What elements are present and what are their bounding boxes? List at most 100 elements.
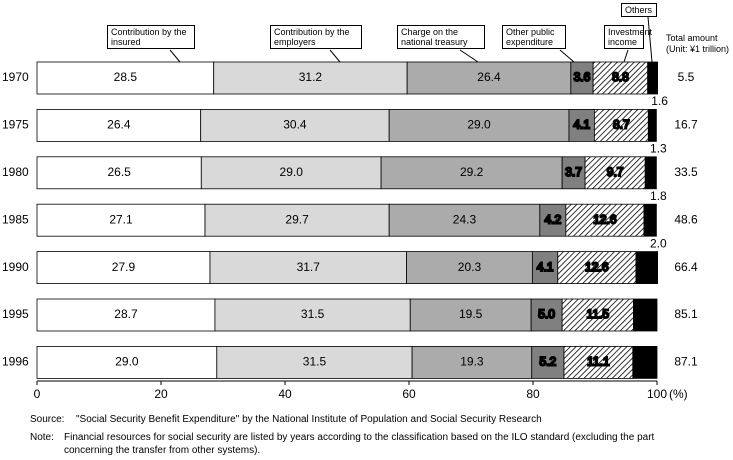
total-label: 16.7 <box>674 118 698 132</box>
value-label: 19.3 <box>460 355 484 369</box>
bar-segment <box>531 251 559 285</box>
bar-segment <box>200 109 390 142</box>
bar-segment <box>568 109 595 142</box>
bar-segment <box>36 61 215 95</box>
note: Financial resources for social security … <box>64 432 655 456</box>
legend-leader <box>647 16 653 63</box>
source-label: Source: <box>30 414 65 425</box>
x-tick-label: 100 <box>647 387 667 401</box>
y-tick-label: 1990 <box>2 260 29 274</box>
legend-leader <box>459 49 479 63</box>
value-label: 3.8 <box>637 307 654 321</box>
value-label: 3.9 <box>637 355 654 369</box>
bar-segment <box>635 251 659 285</box>
value-label: 4.1 <box>537 260 554 274</box>
value-label: 27.1 <box>109 212 133 226</box>
bar-segment <box>643 203 657 237</box>
bar-segment <box>213 61 408 95</box>
value-label: 12.6 <box>593 212 617 226</box>
value-label: 4.2 <box>544 212 561 226</box>
value-label: 26.4 <box>477 70 501 84</box>
value-label: 24.3 <box>453 212 477 226</box>
total-label: 5.5 <box>678 70 695 84</box>
bar-segment <box>593 109 649 142</box>
x-tick-label: 80 <box>526 387 540 401</box>
bar-segment <box>406 61 572 95</box>
bar-segment <box>36 203 206 237</box>
x-unit: (%) <box>669 387 688 401</box>
bar-segment <box>411 345 533 379</box>
value-label: 2.0 <box>650 236 667 250</box>
total-label: 87.1 <box>674 355 698 369</box>
bar-segment <box>565 203 645 237</box>
value-label: 5.2 <box>540 355 557 369</box>
value-label: 28.7 <box>114 307 138 321</box>
bar-segment <box>204 203 390 237</box>
value-label: 3.6 <box>574 70 591 84</box>
legend-leader <box>559 49 575 63</box>
source: "Social Security Benefit Expenditure" by… <box>76 414 542 425</box>
totals-header: Total amount (Unit: ¥1 trillion) <box>666 33 730 54</box>
bar-segment <box>388 109 570 142</box>
bar-segment <box>380 156 563 190</box>
value-label: 1.3 <box>650 142 667 156</box>
bar-segment <box>530 298 563 332</box>
bar-segment <box>647 109 657 142</box>
total-label: 85.1 <box>674 307 698 321</box>
y-tick-label: 1996 <box>2 355 29 369</box>
bar-segment <box>36 109 202 142</box>
bar-segment <box>539 203 567 237</box>
y-tick-label: 1980 <box>2 165 29 179</box>
value-label: 28.5 <box>114 70 138 84</box>
bar-segment <box>592 61 649 95</box>
value-label: 5.0 <box>538 307 555 321</box>
legend-box: Contribution by the employers <box>270 25 362 49</box>
legend-leader <box>329 49 341 63</box>
y-tick-label: 1985 <box>2 212 29 226</box>
legend-box: Investment income <box>604 25 652 49</box>
value-label: 27.9 <box>112 260 136 274</box>
value-label: 29.0 <box>280 165 304 179</box>
value-label: 26.4 <box>107 118 131 132</box>
bar-segment <box>633 298 658 332</box>
value-label: 1.6 <box>651 94 668 108</box>
value-label: 31.2 <box>299 70 323 84</box>
bar-segment <box>584 156 646 190</box>
y-tick-label: 1995 <box>2 307 29 321</box>
value-label: 26.5 <box>107 165 131 179</box>
bar-segment <box>647 61 659 95</box>
value-label: 8.7 <box>613 118 630 132</box>
bar-segment <box>36 156 202 190</box>
value-label: 29.0 <box>467 118 491 132</box>
value-label: 1.8 <box>650 189 667 203</box>
bar-segment <box>36 345 218 379</box>
value-label: 19.5 <box>459 307 483 321</box>
legend-leader <box>169 49 181 63</box>
value-label: 3.5 <box>638 260 655 274</box>
value-label: 30.4 <box>283 118 307 132</box>
x-tick-label: 0 <box>34 387 41 401</box>
bar-segment <box>563 345 634 379</box>
value-label: 29.7 <box>285 212 309 226</box>
bar-segment <box>209 251 407 285</box>
value-label: 11.1 <box>587 355 610 369</box>
bar-segment <box>388 203 541 237</box>
x-tick-label: 20 <box>154 387 168 401</box>
bar-segment <box>200 156 382 190</box>
legend-leader <box>623 49 629 63</box>
note-label: Note: <box>30 432 54 443</box>
bar-segment <box>531 345 565 379</box>
total-label: 33.5 <box>674 165 698 179</box>
value-label: 31.5 <box>301 307 325 321</box>
value-label: 29.2 <box>460 165 484 179</box>
value-label: 31.7 <box>297 260 321 274</box>
value-label: 12.6 <box>585 260 609 274</box>
value-label: 11.5 <box>587 307 610 321</box>
legend-box: Other public expenditure <box>502 25 566 49</box>
bar-segment <box>216 345 413 379</box>
value-label: 31.5 <box>303 355 327 369</box>
legend-box: Charge on the national treasury <box>397 25 485 49</box>
bar-segment <box>36 251 211 285</box>
